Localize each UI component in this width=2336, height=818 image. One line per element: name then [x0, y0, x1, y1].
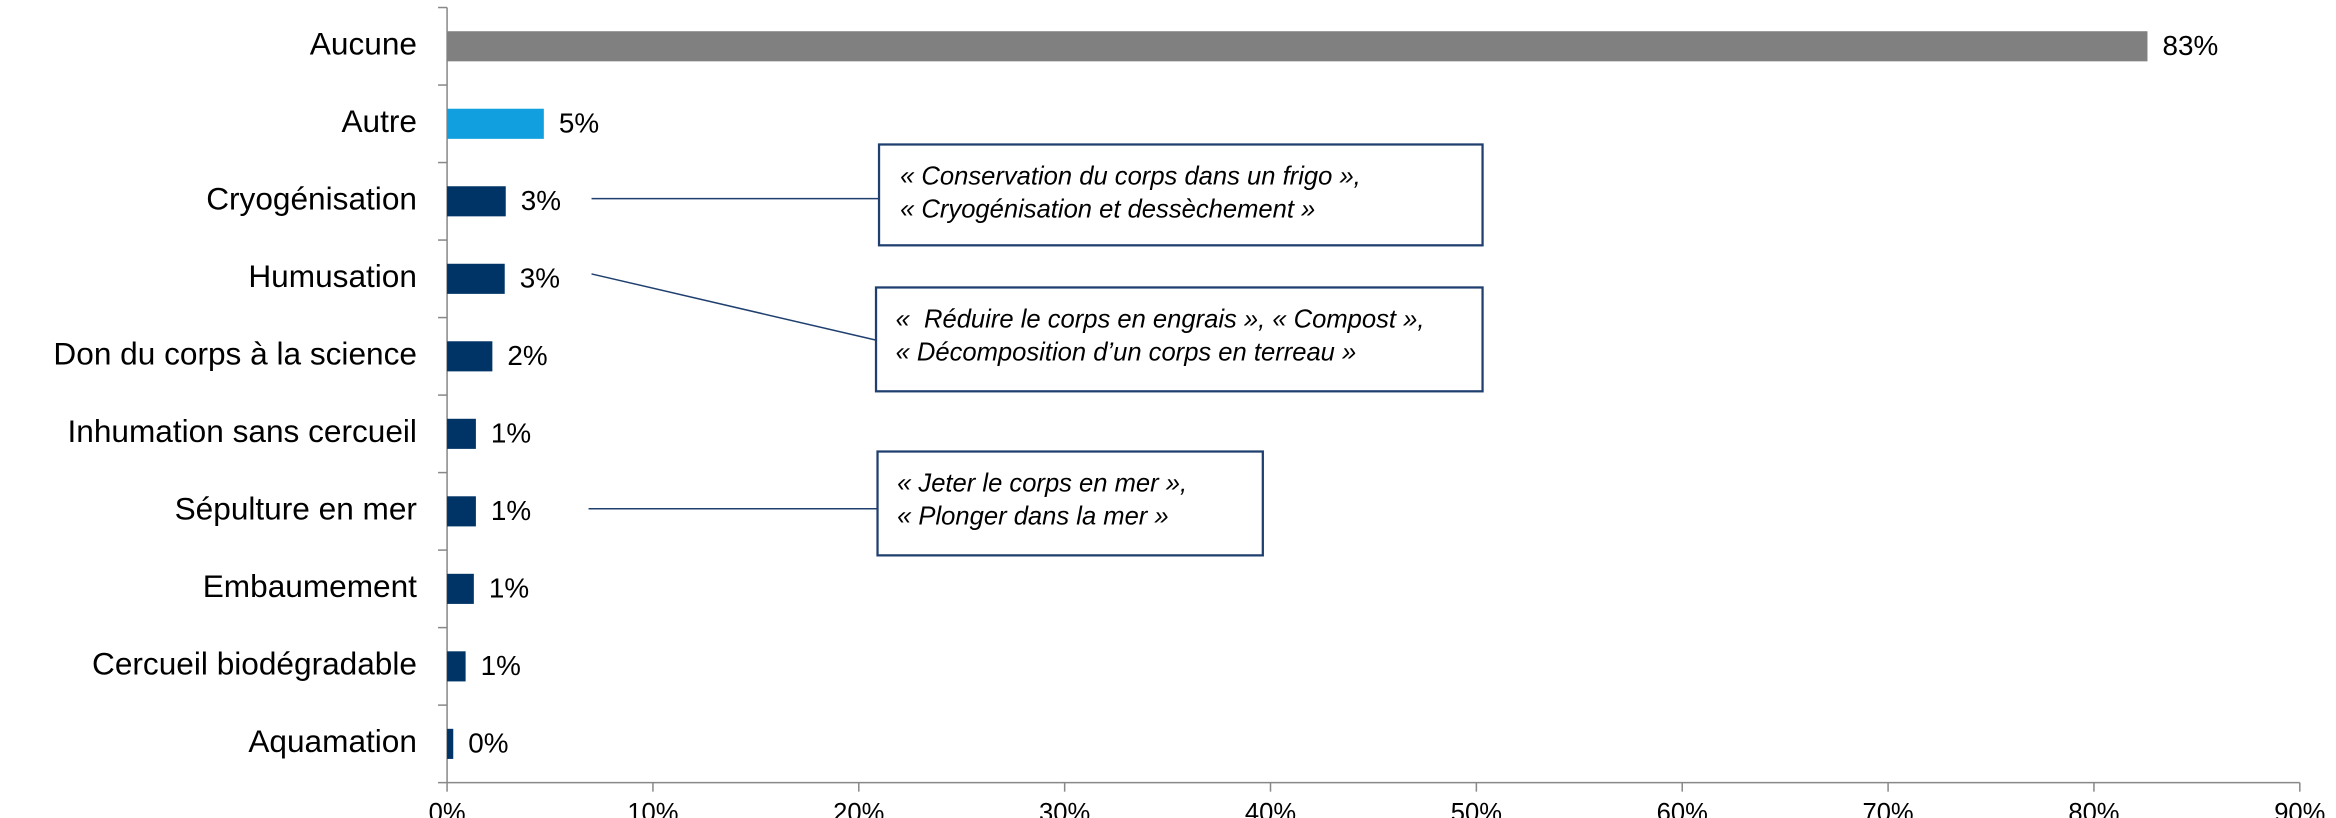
value-label: 83%	[2163, 30, 2219, 61]
value-label: 0%	[468, 728, 508, 759]
value-label: 2%	[507, 340, 547, 371]
x-tick-label: 30%	[1039, 799, 1090, 818]
bar	[447, 728, 454, 759]
value-label: 1%	[481, 650, 521, 681]
category-label: Aquamation	[248, 723, 417, 759]
bar	[447, 573, 474, 604]
callout-text: « Plonger dans la mer »	[897, 502, 1169, 530]
value-label: 3%	[521, 185, 561, 216]
x-tick-label: 60%	[1657, 799, 1708, 818]
bar	[447, 341, 493, 372]
category-label: Cercueil biodégradable	[92, 646, 417, 682]
callout-text: « Décomposition d’un corps en terreau »	[896, 338, 1357, 366]
bar	[447, 418, 476, 449]
category-label: Autre	[341, 103, 417, 139]
callout-text: « Cryogénisation et dessèchement »	[900, 195, 1315, 223]
bar	[447, 108, 544, 139]
callout-text: « Jeter le corps en mer »,	[897, 469, 1187, 497]
x-tick-label: 50%	[1451, 799, 1502, 818]
value-label: 1%	[491, 495, 531, 526]
category-label: Embaumement	[203, 568, 417, 604]
category-label: Aucune	[310, 26, 417, 62]
x-tick-label: 90%	[2274, 799, 2325, 818]
category-label: Humusation	[248, 258, 417, 294]
value-label: 5%	[559, 108, 599, 139]
category-label: Cryogénisation	[206, 181, 417, 217]
x-tick-label: 20%	[833, 799, 884, 818]
x-tick-label: 40%	[1245, 799, 1296, 818]
bar	[447, 263, 505, 294]
bar	[447, 31, 2148, 62]
bar	[447, 496, 476, 527]
callout-box	[876, 450, 1264, 557]
x-tick-label: 10%	[627, 799, 678, 818]
category-label: Sépulture en mer	[175, 491, 417, 527]
callout-box	[877, 143, 1484, 247]
callout-box	[874, 286, 1484, 393]
value-label: 3%	[520, 263, 560, 294]
x-tick-label: 70%	[1862, 799, 1913, 818]
x-tick-label: 0%	[429, 799, 466, 818]
callout-line	[591, 273, 877, 341]
callout-text: « Conservation du corps dans un frigo »,	[900, 162, 1361, 190]
value-label: 1%	[491, 418, 531, 449]
bar	[447, 651, 466, 682]
category-label: Don du corps à la science	[53, 336, 417, 372]
value-label: 1%	[489, 573, 529, 604]
x-tick-label: 80%	[2068, 799, 2119, 818]
category-label: Inhumation sans cercueil	[67, 413, 416, 449]
bar	[447, 186, 506, 217]
callout-text: « Réduire le corps en engrais », « Compo…	[896, 305, 1425, 333]
